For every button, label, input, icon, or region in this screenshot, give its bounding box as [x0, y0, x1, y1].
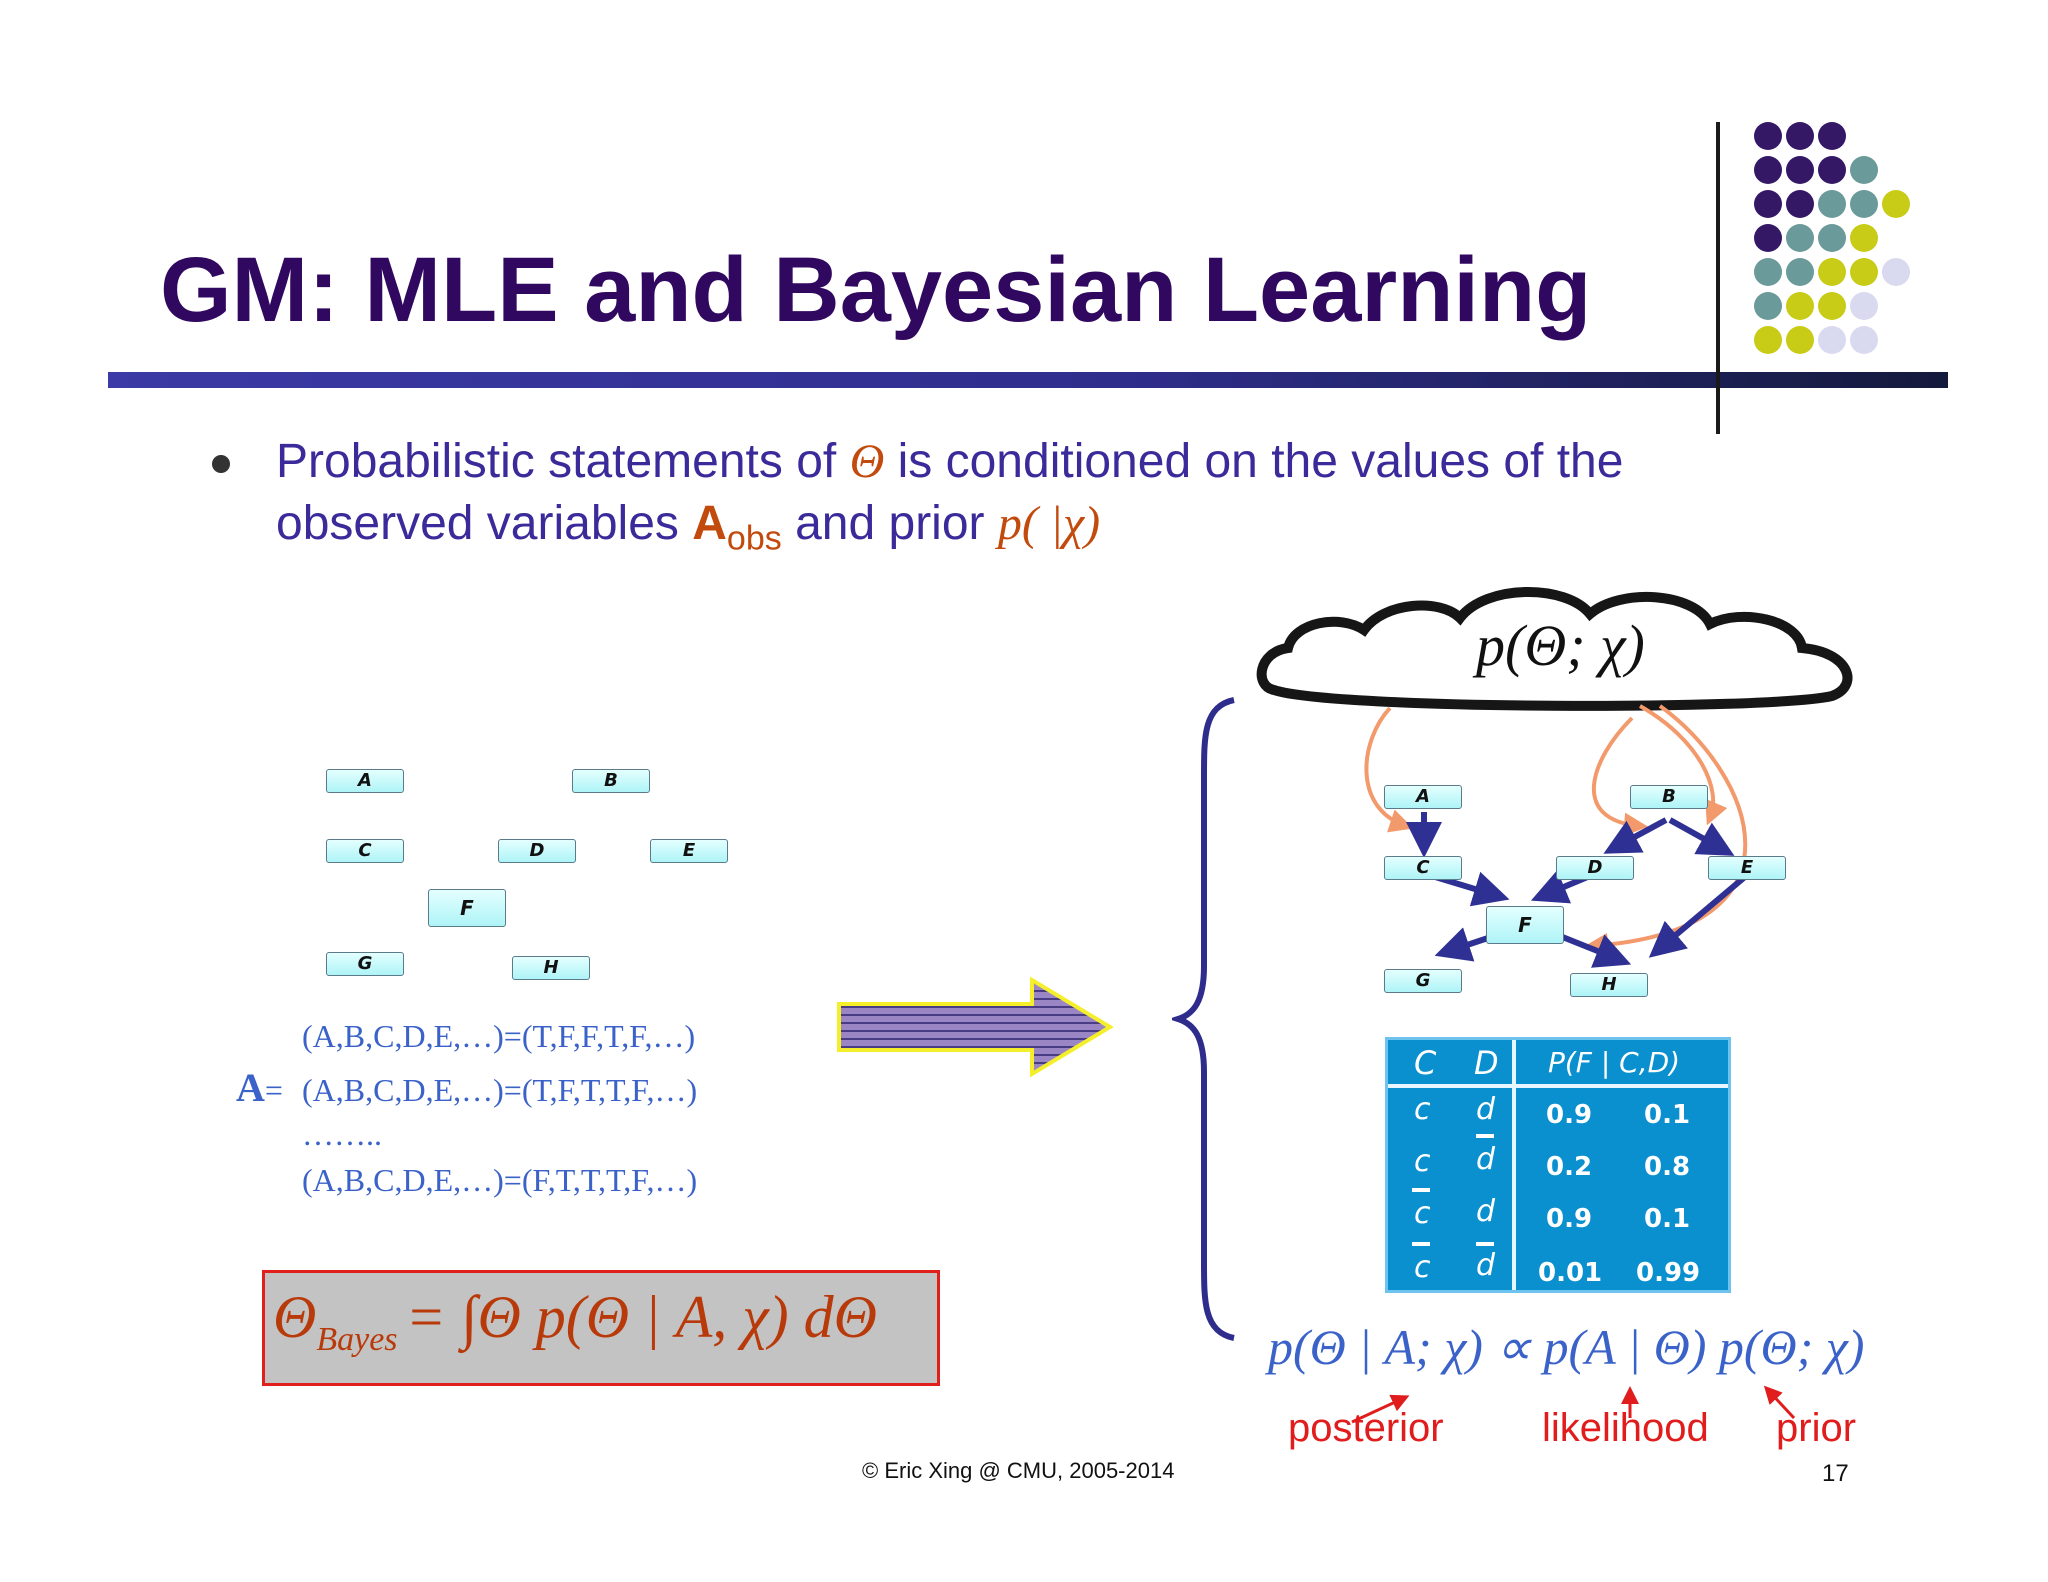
right-node-E: E [1708, 856, 1786, 880]
left-node-A: A [326, 769, 404, 793]
left-node-B: B [572, 769, 650, 793]
bullet-marker [212, 455, 230, 473]
data-row-2: (A,B,C,D,E,…)=(T,F,T,T,F,…) [302, 1072, 698, 1108]
bayes-subscript: Bayes [316, 1321, 398, 1358]
cpt-cell-p2: 0.8 [1644, 1152, 1691, 1182]
cpt-cell-d: d [1476, 1248, 1496, 1283]
right-node-B: B [1630, 785, 1708, 809]
cpt-cell-d: d [1476, 1142, 1496, 1177]
right-node-H: H [1570, 973, 1648, 997]
formula-rhs: = ∫Θ p(Θ | A, χ) dΘ [405, 1284, 877, 1350]
bullet-text: Probabilistic statements of [276, 435, 850, 488]
bullet-line-1: Probabilistic statements of Θ is conditi… [276, 434, 1623, 489]
data-row-3: (A,B,C,D,E,…)=(F,T,T,T,F,…) [302, 1162, 698, 1198]
right-node-D: D [1556, 856, 1634, 880]
slide-title: GM: MLE and Bayesian Learning [160, 239, 1592, 341]
dataset-equals: = [264, 1072, 283, 1108]
title-underline [108, 372, 1948, 388]
cpt-cell-c: c [1414, 1092, 1431, 1127]
cpt-cell-p1: 0.01 [1538, 1258, 1603, 1288]
data-ellipsis: …….. [302, 1116, 382, 1152]
cpt-cell-p1: 0.9 [1546, 1100, 1593, 1130]
cpt-column-rule [1512, 1040, 1516, 1290]
cpt-cell-p2: 0.1 [1644, 1204, 1691, 1234]
obs-subscript: obs [726, 519, 782, 558]
theta-bayes: Θ [273, 1284, 317, 1350]
prior-expression: p( |χ) [997, 497, 1101, 550]
bullet-text: is conditioned on the values of the [884, 435, 1624, 488]
likelihood-label: likelihood [1542, 1406, 1709, 1450]
negation-bar [1412, 1188, 1430, 1192]
negation-bar [1476, 1134, 1494, 1138]
cpt-table: C D P(F | C,D) c d 0.9 0.1 c d 0.2 0.8 c… [1385, 1037, 1731, 1293]
cpt-header-P: P(F | C,D) [1548, 1046, 1681, 1079]
cpt-cell-p2: 0.99 [1636, 1258, 1701, 1288]
left-node-D: D [498, 839, 576, 863]
left-node-H: H [512, 956, 590, 980]
left-node-E: E [650, 839, 728, 863]
page-number: 17 [1822, 1460, 1849, 1487]
dataset-label: A= [236, 1064, 283, 1111]
cpt-cell-p2: 0.1 [1644, 1100, 1691, 1130]
right-node-G: G [1384, 969, 1462, 993]
dataset-A: A [236, 1065, 265, 1110]
right-graph-edges [1364, 704, 1748, 968]
negation-bar [1412, 1242, 1430, 1246]
prior-cloud [1256, 587, 1853, 711]
prior-label: prior [1776, 1406, 1857, 1450]
theta-symbol: Θ [849, 435, 885, 488]
cpt-cell-p1: 0.2 [1546, 1152, 1593, 1182]
bullet-line-2: observed variables Aobs and prior p( |χ) [276, 496, 1100, 559]
bullet-text: observed variables [276, 497, 693, 550]
cpt-header-rule [1388, 1084, 1728, 1088]
A-symbol: A [692, 497, 727, 550]
data-row-1: (A,B,C,D,E,…)=(T,F,F,T,F,…) [302, 1018, 696, 1054]
curly-brace [1172, 697, 1235, 1341]
cpt-header-D: D [1474, 1044, 1499, 1082]
left-node-F: F [428, 889, 506, 927]
right-node-C: C [1384, 856, 1462, 880]
bayes-estimator-box: ΘBayes = ∫Θ p(Θ | A, χ) dΘ [262, 1270, 940, 1386]
cpt-header-C: C [1414, 1044, 1437, 1082]
cpt-cell-c: c [1414, 1196, 1431, 1231]
negation-bar [1476, 1242, 1494, 1246]
cpt-cell-d: d [1476, 1092, 1496, 1127]
bayes-estimator-formula: ΘBayes = ∫Θ p(Θ | A, χ) dΘ [273, 1283, 877, 1359]
bayes-rule: p(Θ | A; χ) ∝ p(A | Θ) p(Θ; χ) [1268, 1319, 1865, 1375]
left-node-G: G [326, 952, 404, 976]
label-pointer-arrows [1351, 1385, 1796, 1424]
cpt-cell-c: c [1414, 1144, 1431, 1179]
cpt-cell-c: c [1414, 1250, 1431, 1285]
bullet-text: and prior [781, 497, 998, 550]
right-node-A: A [1384, 785, 1462, 809]
cpt-cell-p1: 0.9 [1546, 1204, 1593, 1234]
corner-divider [1716, 122, 1720, 434]
right-arrow-icon [837, 976, 1114, 1078]
cloud-label: p(Θ; χ) [1476, 613, 1645, 678]
copyright-footer: © Eric Xing @ CMU, 2005-2014 [862, 1458, 1175, 1483]
right-node-F: F [1486, 906, 1564, 944]
posterior-label: posterior [1288, 1406, 1444, 1450]
cpt-cell-d: d [1476, 1194, 1496, 1229]
left-node-C: C [326, 839, 404, 863]
